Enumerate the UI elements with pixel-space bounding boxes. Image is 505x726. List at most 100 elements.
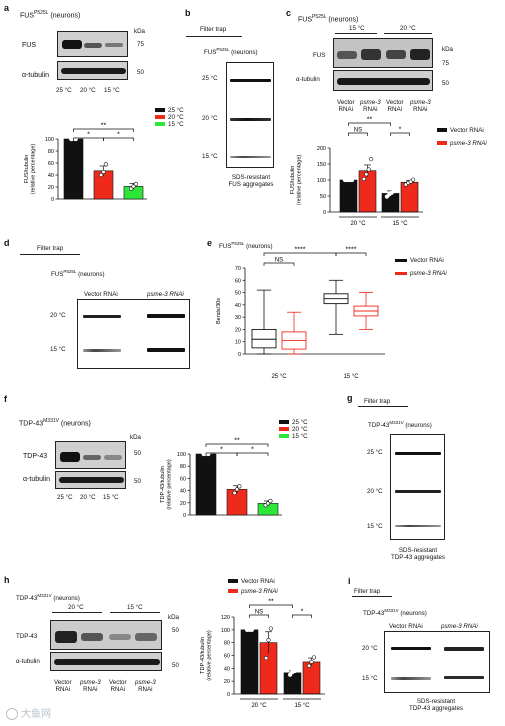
significance-bracket	[348, 122, 391, 126]
significance-label: ****	[295, 247, 306, 254]
legend-c: Vector RNAi psme-3 RNAi	[437, 127, 487, 147]
bar	[400, 181, 419, 213]
y-tick-label: 0	[238, 352, 241, 358]
col-label: psme-3 RNAi	[147, 291, 184, 298]
y-tick-label: 0	[323, 210, 326, 216]
western-blot-tubulin-f	[55, 471, 126, 489]
data-point	[232, 490, 237, 496]
legend-a: 25 °C 20 °C 15 °C	[155, 107, 184, 128]
significance-label: *	[301, 609, 304, 616]
y-tick-label: 60	[180, 476, 186, 482]
panel-label-e: e	[207, 238, 213, 248]
western-blot-fus-c	[333, 38, 433, 68]
significance-label: *	[251, 447, 254, 454]
data-point	[361, 176, 366, 182]
panel-f-title: TDP-43M331V (neurons)	[19, 418, 91, 428]
bar	[226, 489, 248, 516]
watermark-logo: 大鱼网	[6, 705, 51, 721]
significance-bracket	[249, 614, 269, 618]
y-tick-label: 80	[48, 149, 54, 155]
significance-bracket	[103, 137, 134, 141]
marker-50: 50	[134, 478, 141, 485]
x-group-label: 20 °C	[251, 703, 267, 709]
marker-50: 50	[137, 69, 144, 76]
y-axis-label: TDP-43/tubulin(relative percentage)	[200, 630, 213, 681]
data-point	[133, 181, 138, 187]
data-point	[101, 169, 106, 175]
box	[251, 328, 277, 349]
x-group-label: 15 °C	[392, 221, 408, 227]
lane-label: 20 °C	[80, 494, 96, 501]
data-point	[287, 672, 293, 677]
significance-label: **	[367, 117, 373, 124]
filter-trap-membrane-i	[384, 631, 490, 693]
y-tick-label: 150	[317, 162, 326, 168]
marker-75: 75	[442, 60, 449, 67]
col-label: Vector RNAi	[84, 291, 118, 298]
panel-c-title: FUSP525L (neurons)	[298, 14, 359, 24]
data-point	[131, 184, 136, 189]
marker-50: 50	[172, 627, 179, 634]
y-tick-label: 100	[221, 628, 230, 634]
row-label: 20 °C	[50, 312, 66, 319]
panel-g-title: TDP-43M331V (neurons)	[368, 420, 432, 430]
blot-label-tubulin: α-tubulin	[16, 658, 40, 665]
data-point	[268, 626, 273, 631]
marker-75: 75	[137, 41, 144, 48]
y-tick-label: 60	[224, 654, 230, 660]
y-axis-label: FUS/tubulin(relative percentage)	[290, 155, 303, 206]
lane-label: psme-3 RNAi	[410, 99, 431, 113]
western-blot-tubulin	[57, 61, 128, 80]
kda-label: kDa	[442, 46, 454, 53]
data-point	[234, 487, 240, 492]
data-point	[411, 177, 416, 182]
panel-b-title: FUSP525L (neurons)	[204, 47, 258, 57]
bar	[283, 672, 302, 695]
blot-label-tubulin: α-tubulin	[23, 476, 51, 483]
row-label: 15 °C	[362, 675, 378, 682]
data-point	[292, 668, 297, 673]
significance-label: *	[117, 132, 120, 139]
data-point	[389, 190, 394, 195]
row-label: 20 °C	[362, 645, 378, 652]
bar	[339, 179, 358, 213]
y-tick-label: 30	[235, 315, 241, 321]
significance-bracket	[73, 128, 134, 132]
kda-label: kDa	[130, 434, 142, 441]
y-tick-label: 50	[320, 194, 326, 200]
y-tick-label: 80	[224, 641, 230, 647]
bar-chart-f: 0 20 40 60 80 100 TDP-43/tubulin(relative perc…	[160, 438, 282, 519]
group-label: 20 °C	[400, 25, 416, 32]
x-group-label: 25 °C	[271, 374, 287, 380]
significance-bracket	[390, 132, 410, 136]
lane-label: Vector RNAi	[337, 99, 355, 113]
significance-label: **	[101, 123, 107, 130]
data-point	[364, 172, 369, 177]
legend-f: 25 °C 20 °C 15 °C	[279, 419, 308, 440]
filter-trap-header: Filter trap	[200, 26, 227, 33]
significance-bracket	[249, 604, 293, 608]
panel-h-title: TDP-43M331V (neurons)	[16, 593, 80, 603]
x-group-label: 15 °C	[343, 374, 359, 380]
bar-chart-c: 0 50 100 150 200 FUS/tubulin(relative percent…	[290, 117, 423, 227]
y-axis-label: TDP-43/tubulin(relative percentage)	[160, 459, 173, 510]
lane-label: psme-3 RNAi	[135, 679, 156, 693]
significance-bracket	[236, 452, 269, 456]
panel-label-a: a	[4, 3, 10, 13]
data-point	[98, 172, 104, 178]
y-tick-label: 20	[224, 679, 230, 685]
y-axis-label: FUS/tubulin(relative percentage)	[24, 144, 37, 195]
y-tick-label: 0	[51, 197, 54, 203]
y-tick-label: 80	[180, 464, 186, 470]
lane-label: 20 °C	[80, 87, 96, 94]
data-point	[311, 655, 316, 660]
lane-label: 25 °C	[57, 494, 73, 501]
y-tick-label: 20	[180, 501, 186, 507]
kda-label: kDa	[168, 614, 180, 621]
data-point	[349, 177, 355, 183]
lane-label: Vector RNAi	[109, 679, 127, 693]
group-label: 15 °C	[127, 604, 143, 611]
panel-i-title: TDP-43M331V (neurons)	[363, 608, 427, 618]
data-point	[366, 167, 371, 172]
blot-label-tubulin: α-tubulin	[22, 72, 50, 79]
